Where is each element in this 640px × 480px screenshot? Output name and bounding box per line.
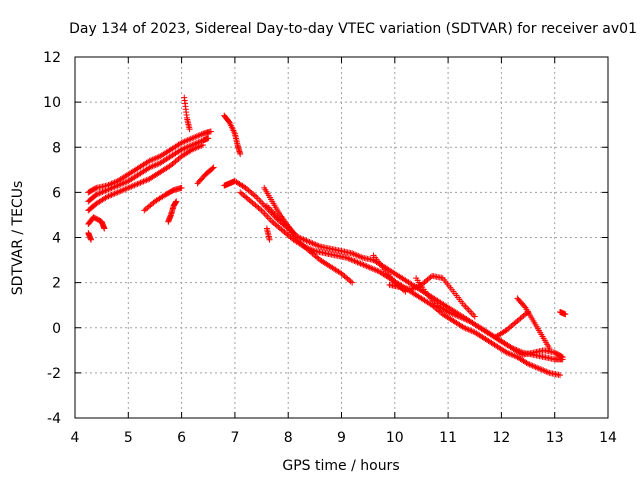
grid: [75, 57, 608, 418]
y-tick-label: 8: [52, 140, 61, 156]
x-tick-label: 13: [546, 430, 564, 446]
data-point: [87, 236, 94, 243]
data-point: [558, 353, 565, 360]
series-track-q: [386, 272, 478, 320]
data-point: [173, 198, 180, 205]
y-tick-label: 10: [43, 95, 61, 111]
series-track-s: [493, 308, 532, 340]
data-point: [210, 164, 217, 171]
data-point: [521, 303, 528, 310]
series-track-d: [85, 214, 108, 232]
data-point: [178, 184, 185, 191]
x-tick-label: 5: [124, 430, 133, 446]
data-point: [199, 141, 206, 148]
x-tick-label: 6: [177, 430, 186, 446]
axis-ticks: 4 5 6 7 8 9 10 11 12 13 14 -4 -2 0 2 4 6 8 10 12: [43, 50, 617, 446]
data-point: [92, 185, 99, 192]
y-tick-label: 2: [52, 276, 61, 292]
data-point: [289, 229, 296, 236]
x-tick-label: 14: [599, 430, 617, 446]
series-track-n: [261, 184, 297, 236]
y-tick-label: 6: [52, 185, 61, 201]
data-point: [209, 165, 216, 172]
series-track-o: [263, 225, 273, 243]
y-tick-label: 4: [52, 231, 61, 247]
series-track-t: [514, 295, 553, 352]
x-tick-label: 7: [230, 430, 239, 446]
y-axis-label: SDTVAR / TECUs: [10, 181, 26, 296]
x-tick-label: 4: [71, 430, 80, 446]
series-track-e: [85, 229, 94, 243]
series-track-b: [85, 135, 212, 205]
data-point: [207, 128, 214, 135]
series-track-l: [237, 189, 564, 379]
x-tick-label: 11: [439, 430, 457, 446]
data-point: [101, 225, 108, 232]
series-track-u: [557, 308, 569, 318]
data-point: [562, 311, 569, 318]
data-point: [471, 313, 478, 320]
data-point: [237, 151, 244, 158]
y-tick-label: 12: [43, 50, 61, 66]
x-tick-label: 9: [337, 430, 346, 446]
data-point: [559, 354, 566, 361]
y-tick-label: -2: [47, 366, 61, 382]
series-track-a: [85, 128, 214, 196]
data-point: [266, 236, 273, 243]
series-track-i: [194, 164, 217, 187]
series-track-c: [85, 141, 206, 214]
series-track-r: [413, 275, 566, 361]
x-axis-label: GPS time / hours: [282, 458, 399, 474]
series-track-f: [141, 184, 185, 214]
data-point: [205, 135, 212, 142]
data-point: [290, 229, 297, 236]
data-point: [349, 279, 356, 286]
y-tick-label: -4: [47, 411, 61, 427]
x-tick-label: 8: [284, 430, 293, 446]
chart-title: Day 134 of 2023, Sidereal Day-to-day VTE…: [69, 21, 637, 37]
data-point: [546, 345, 553, 352]
x-tick-label: 12: [492, 430, 510, 446]
series-track-g: [165, 198, 180, 225]
y-tick-label: 0: [52, 321, 61, 337]
data-point: [557, 372, 564, 379]
series-track-j: [221, 112, 244, 158]
data-series: [85, 94, 569, 379]
data-point: [186, 126, 193, 133]
x-tick-label: 10: [386, 430, 404, 446]
series-track-h: [181, 94, 193, 133]
